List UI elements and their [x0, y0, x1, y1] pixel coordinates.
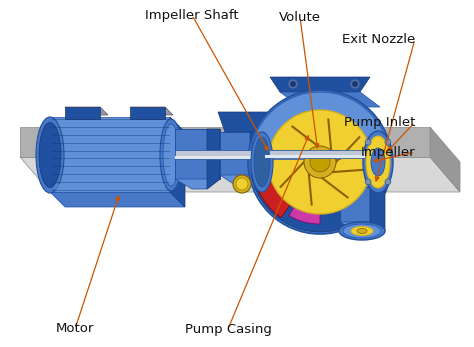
Ellipse shape: [39, 122, 61, 187]
Polygon shape: [280, 92, 380, 107]
Ellipse shape: [251, 132, 273, 192]
Polygon shape: [20, 157, 460, 192]
Circle shape: [350, 79, 360, 89]
Polygon shape: [220, 175, 265, 185]
Circle shape: [352, 81, 358, 87]
Polygon shape: [65, 107, 100, 119]
Polygon shape: [175, 179, 220, 189]
Bar: [175, 156, 340, 159]
Polygon shape: [130, 107, 165, 119]
Bar: [265, 155, 365, 158]
Polygon shape: [270, 77, 370, 92]
Bar: [265, 150, 365, 158]
Text: Pump Casing: Pump Casing: [184, 322, 272, 336]
Circle shape: [365, 179, 371, 185]
Text: Motor: Motor: [56, 322, 94, 336]
Polygon shape: [50, 117, 170, 192]
Circle shape: [248, 90, 392, 234]
Polygon shape: [296, 189, 370, 222]
Wedge shape: [251, 162, 370, 232]
Circle shape: [310, 152, 330, 172]
Ellipse shape: [343, 224, 381, 238]
Circle shape: [290, 81, 296, 87]
Polygon shape: [175, 129, 220, 179]
Text: Impeller Shaft: Impeller Shaft: [145, 8, 239, 22]
Ellipse shape: [357, 229, 367, 234]
Polygon shape: [340, 222, 385, 231]
Wedge shape: [289, 162, 320, 224]
Text: Impeller: Impeller: [360, 145, 415, 159]
Polygon shape: [170, 117, 185, 207]
Bar: [175, 150, 340, 159]
Polygon shape: [207, 129, 220, 189]
Circle shape: [365, 139, 371, 145]
Polygon shape: [220, 132, 265, 175]
Ellipse shape: [339, 222, 385, 240]
Polygon shape: [20, 127, 430, 157]
Polygon shape: [430, 127, 460, 192]
Ellipse shape: [351, 227, 373, 236]
Ellipse shape: [160, 119, 182, 191]
Polygon shape: [130, 107, 173, 115]
Ellipse shape: [254, 137, 270, 187]
Circle shape: [233, 175, 251, 193]
Circle shape: [385, 179, 391, 185]
Circle shape: [288, 79, 298, 89]
Circle shape: [268, 110, 372, 214]
Text: Volute: Volute: [279, 10, 321, 24]
Polygon shape: [250, 132, 265, 185]
Circle shape: [304, 146, 336, 178]
Polygon shape: [218, 112, 268, 132]
Polygon shape: [65, 107, 108, 115]
Ellipse shape: [366, 136, 390, 188]
Ellipse shape: [371, 148, 385, 176]
Ellipse shape: [363, 131, 393, 193]
Text: Exit Nozzle: Exit Nozzle: [342, 33, 415, 45]
Circle shape: [236, 178, 248, 190]
Ellipse shape: [163, 124, 179, 186]
Polygon shape: [370, 187, 385, 231]
Ellipse shape: [36, 117, 64, 193]
Wedge shape: [252, 150, 320, 218]
Polygon shape: [225, 132, 268, 140]
Polygon shape: [55, 184, 165, 190]
Polygon shape: [340, 187, 370, 222]
Polygon shape: [50, 192, 185, 207]
Wedge shape: [250, 92, 390, 212]
Circle shape: [385, 139, 391, 145]
Text: Pump Inlet: Pump Inlet: [344, 116, 415, 128]
